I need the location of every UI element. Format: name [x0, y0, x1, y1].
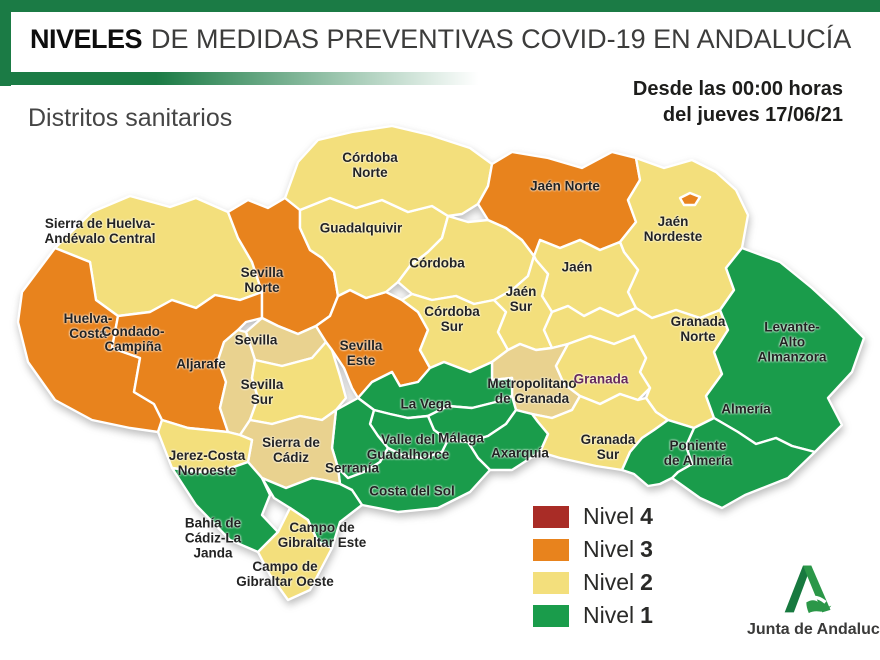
- page-subtitle: Distritos sanitarios: [28, 104, 233, 132]
- page-title-rest: DE MEDIDAS PREVENTIVAS COVID-19 EN ANDAL…: [151, 24, 852, 54]
- legend-swatch-nivel-4: [533, 505, 569, 528]
- legend-swatch-nivel-2: [533, 571, 569, 594]
- header-left-strip: [0, 0, 11, 86]
- legend-label-word: Nivel: [583, 569, 635, 595]
- junta-logo-text: Junta de Andalucía: [747, 621, 880, 638]
- district-jaen: [532, 238, 640, 318]
- district-poniente: [620, 418, 696, 488]
- legend-row-nivel-3: Nivel 3: [533, 533, 653, 566]
- district-jaen-nordeste: [618, 156, 750, 320]
- legend-label-number: 3: [640, 536, 653, 562]
- legend-swatch-nivel-3: [533, 538, 569, 561]
- legend-row-nivel-4: Nivel 4: [533, 500, 653, 533]
- legend: Nivel 4 Nivel 3 Nivel 2 Nivel 1: [533, 500, 653, 632]
- legend-label-word: Nivel: [583, 602, 635, 628]
- effective-date: Desde las 00:00 horas del jueves 17/06/2…: [633, 76, 843, 128]
- effective-date-line2: del jueves 17/06/21: [662, 104, 843, 126]
- header-gradient-stripe: [0, 72, 520, 85]
- legend-row-nivel-2: Nivel 2: [533, 566, 653, 599]
- header-green-bar: [0, 0, 880, 12]
- legend-swatch-nivel-1: [533, 604, 569, 627]
- effective-date-line1: Desde las 00:00 horas: [632, 78, 843, 100]
- district-cordoba-norte: [283, 124, 494, 218]
- district-bahia: [170, 460, 280, 554]
- junta-logo-a-icon: [784, 565, 832, 614]
- district-axarquia: [466, 408, 550, 472]
- legend-label-word: Nivel: [583, 536, 635, 562]
- legend-label-number: 1: [640, 602, 653, 628]
- district-granada: [554, 334, 652, 406]
- legend-label-number: 2: [640, 569, 653, 595]
- legend-label-number: 4: [640, 503, 653, 529]
- page-title-bold: NIVELES: [30, 24, 143, 54]
- legend-label-word: Nivel: [583, 503, 635, 529]
- district-levante: [704, 246, 866, 454]
- district-enclave-jaen: [678, 191, 702, 207]
- district-campo-oeste: [256, 506, 334, 602]
- junta-andalucia-logo: Junta de Andalucía: [747, 560, 880, 639]
- legend-row-nivel-1: Nivel 1: [533, 599, 653, 632]
- page-title: NIVELES DE MEDIDAS PREVENTIVAS COVID-19 E…: [30, 24, 851, 55]
